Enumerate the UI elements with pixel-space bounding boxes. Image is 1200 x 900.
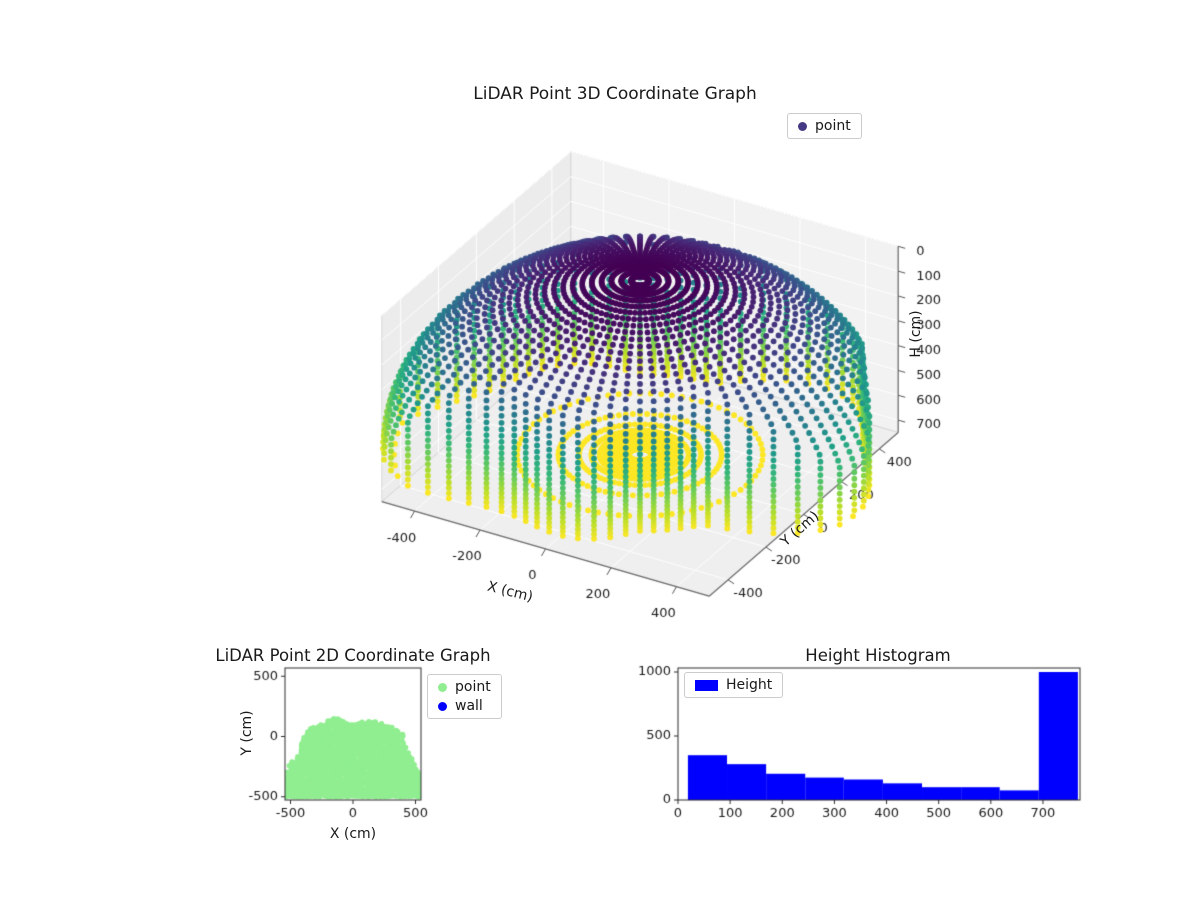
legend-label-wall: wall: [455, 698, 483, 714]
wall-marker-icon: [438, 701, 447, 711]
point-marker-icon: [798, 121, 807, 131]
plot2d-yaxis-label: Y (cm): [239, 710, 255, 756]
legend-entry-point: point: [798, 118, 851, 134]
plot3d-title: LiDAR Point 3D Coordinate Graph: [473, 84, 757, 104]
hist-title: Height Histogram: [805, 646, 951, 665]
plot3d-legend: point: [787, 113, 862, 139]
hist-legend: Height: [684, 672, 784, 698]
legend-label-height: Height: [726, 677, 773, 693]
legend-label-point: point: [815, 118, 851, 134]
plot3d-zaxis-label: H (cm): [908, 310, 924, 358]
plot2d-title: LiDAR Point 2D Coordinate Graph: [215, 646, 491, 665]
legend-entry-height: Height: [695, 677, 772, 693]
plot2d-legend: point wall: [427, 674, 502, 719]
point-marker-icon: [438, 682, 447, 692]
legend-label-point: point: [455, 679, 491, 695]
height-swatch-icon: [695, 679, 718, 691]
plot2d-xaxis-label: X (cm): [329, 826, 377, 842]
legend-entry-wall: wall: [438, 698, 491, 714]
legend-entry-point: point: [438, 679, 491, 695]
